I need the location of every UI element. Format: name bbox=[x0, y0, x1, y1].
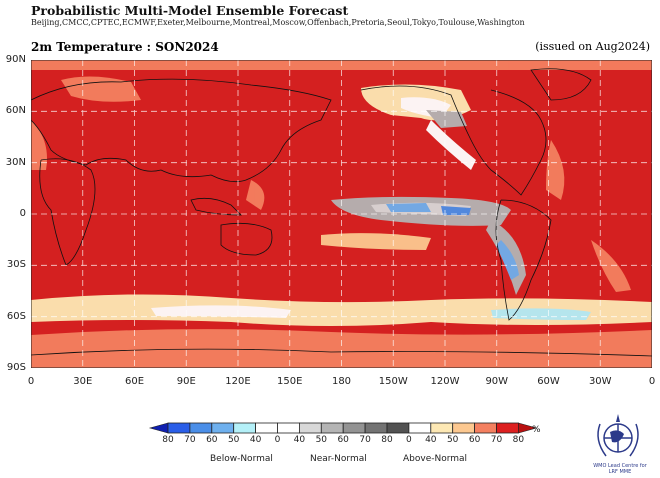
issue-date: (issued on Aug2024) bbox=[535, 40, 650, 53]
lat-label: 60S bbox=[6, 310, 26, 322]
lat-label: 30N bbox=[5, 156, 26, 168]
colorbar-swatch bbox=[408, 422, 432, 434]
lon-label: 90W bbox=[485, 376, 509, 387]
colorbar-swatch bbox=[496, 422, 519, 434]
lon-label: 150W bbox=[378, 376, 408, 387]
lon-label: 150E bbox=[277, 376, 303, 387]
figure-title: Probabilistic Multi-Model Ensemble Forec… bbox=[31, 3, 349, 18]
colorbar-swatch bbox=[189, 422, 213, 434]
colorbar-label: 0 bbox=[274, 435, 281, 445]
lon-label: 0 bbox=[648, 376, 656, 387]
coastlines bbox=[31, 68, 652, 357]
colorbar-swatch bbox=[364, 422, 388, 434]
colorbar-swatch bbox=[430, 422, 454, 434]
colorbar-swatch bbox=[474, 422, 497, 434]
graticule bbox=[31, 60, 652, 368]
lat-label: 90S bbox=[6, 361, 26, 373]
colorbar-label: 70 bbox=[490, 435, 503, 445]
contributing-centres: Beijing,CMCC,CPTEC,ECMWF,Exeter,Melbourn… bbox=[31, 18, 525, 27]
variable-season: 2m Temperature : SON2024 bbox=[31, 40, 219, 54]
lon-label: 120E bbox=[225, 376, 251, 387]
colorbar-low-arrow bbox=[148, 422, 169, 434]
lon-label: 30E bbox=[73, 376, 93, 387]
colorbar-label: 60 bbox=[468, 435, 481, 445]
colorbar-label: 40 bbox=[293, 435, 306, 445]
lat-label: 60N bbox=[5, 105, 26, 117]
colorbar-label: 50 bbox=[227, 435, 240, 445]
colorbar-label: 60 bbox=[337, 435, 349, 445]
colorbar-swatch bbox=[211, 422, 235, 434]
colorbar-swatch bbox=[386, 422, 410, 434]
colorbar-swatch bbox=[255, 422, 278, 434]
colorbar-high-arrow bbox=[518, 422, 538, 434]
lon-label: 180 bbox=[331, 376, 352, 387]
lon-label: 60E bbox=[124, 376, 145, 387]
lat-label: 0 bbox=[19, 207, 26, 219]
wmo-logo-icon bbox=[597, 414, 639, 457]
colorbar bbox=[148, 422, 538, 434]
lon-label: 120W bbox=[430, 376, 460, 387]
colorbar-swatch bbox=[167, 422, 191, 434]
forecast-map bbox=[31, 60, 652, 368]
colorbar-label: 50 bbox=[315, 435, 328, 445]
colorbar-label: 40 bbox=[249, 435, 262, 445]
colorbar-swatch bbox=[342, 422, 366, 434]
colorbar-label: 70 bbox=[359, 435, 371, 445]
colorbar-label: 40 bbox=[425, 435, 437, 445]
colorbar-unit: % bbox=[532, 425, 541, 435]
colorbar-label: 80 bbox=[162, 435, 174, 445]
colorbar-label: 0 bbox=[406, 435, 412, 445]
colorbar-swatch bbox=[233, 422, 256, 434]
colorbar-label: 60 bbox=[206, 435, 218, 445]
lon-label: 90E bbox=[176, 376, 196, 387]
colorbar-swatch bbox=[320, 422, 344, 434]
colorbar-label: 80 bbox=[381, 435, 393, 445]
lon-label: 60W bbox=[537, 376, 560, 387]
lat-label: 90N bbox=[5, 54, 26, 65]
colorbar-swatch bbox=[298, 422, 322, 434]
colorbar-label: 50 bbox=[446, 435, 459, 445]
lat-label: 30S bbox=[6, 259, 26, 271]
group-above-normal: Above-Normal bbox=[403, 454, 468, 464]
wmo-logo-text: WMO Lead Centre for LRF MME bbox=[593, 463, 647, 475]
colorbar-label: 70 bbox=[184, 435, 196, 445]
group-near-normal: Near-Normal bbox=[310, 454, 367, 464]
colorbar-swatch bbox=[452, 422, 476, 434]
colorbar-swatch bbox=[277, 422, 300, 434]
lon-label: 30W bbox=[588, 376, 612, 387]
group-below-normal: Below-Normal bbox=[210, 454, 273, 464]
colorbar-label: 80 bbox=[512, 435, 525, 445]
lon-label: 0 bbox=[27, 376, 35, 387]
